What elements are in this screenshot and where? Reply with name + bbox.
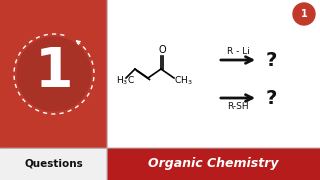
Bar — [107, 0, 320, 148]
Text: $\mathregular{H_3C}$: $\mathregular{H_3C}$ — [116, 75, 135, 87]
Text: Organic Chemistry: Organic Chemistry — [148, 158, 279, 170]
Bar — [107, 148, 320, 180]
Text: R - Li: R - Li — [227, 47, 249, 56]
Circle shape — [293, 3, 315, 25]
Text: 1: 1 — [35, 45, 73, 99]
Circle shape — [17, 37, 91, 111]
Text: ?: ? — [266, 89, 277, 107]
Text: O: O — [158, 45, 166, 55]
Bar — [0, 148, 107, 180]
Text: $\mathregular{CH_3}$: $\mathregular{CH_3}$ — [174, 75, 193, 87]
Text: Questions: Questions — [24, 159, 83, 169]
Bar — [0, 0, 107, 148]
Text: R-SH: R-SH — [227, 102, 249, 111]
Text: ?: ? — [266, 51, 277, 69]
Text: 1: 1 — [300, 9, 308, 19]
